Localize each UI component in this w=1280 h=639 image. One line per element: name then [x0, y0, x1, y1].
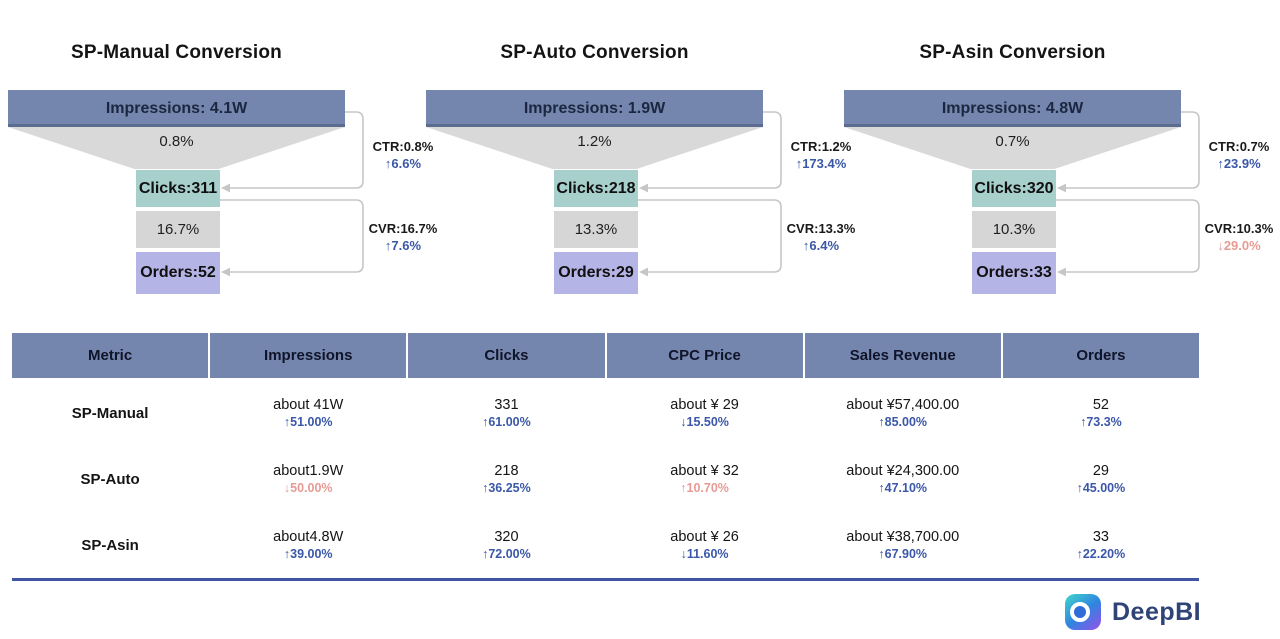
ctr-trapezoid: 0.7%: [844, 127, 1181, 169]
funnel-sp-manual: SP-Manual Conversion Impressions: 4.1W 0…: [8, 40, 437, 310]
row-label: SP-Asin: [81, 536, 139, 554]
cvr-change: ↑7.6%: [384, 238, 422, 253]
cell-cpc-price: about ¥ 29 ↓15.50%: [670, 397, 739, 429]
impressions-bar: Impressions: 4.8W: [844, 90, 1181, 127]
table-header-row: Metric Impressions Clicks CPC Price Sale…: [12, 333, 1199, 378]
ctr-callout: CTR:0.8% ↑6.6%: [360, 138, 446, 172]
cvr-callout: CVR:10.3% ↓29.0%: [1196, 220, 1280, 254]
cvr-change: ↓29.0%: [1217, 238, 1261, 253]
cvr-metric: CVR:16.7%: [368, 221, 438, 236]
cvr-pct-box: 16.7%: [136, 211, 220, 248]
column-header-metric: Metric: [12, 333, 209, 378]
ctr-change: ↑23.9%: [1217, 156, 1261, 171]
row-label: SP-Manual: [71, 404, 149, 422]
table-row-sp-asin: SP-Asin about4.8W ↑39.00% 320 ↑72.00% ab…: [12, 510, 1199, 576]
impressions-bar: Impressions: 1.9W: [426, 90, 763, 127]
cell-clicks: 320 ↑72.00%: [482, 529, 531, 561]
ctr-change: ↑6.6%: [384, 156, 422, 171]
funnel-title: SP-Asin Conversion: [919, 42, 1106, 63]
table-row-sp-auto: SP-Auto about1.9W ↓50.00% 218 ↑36.25% ab…: [12, 444, 1199, 510]
ctr-callout: CTR:1.2% ↑173.4%: [778, 138, 864, 172]
ctr-metric: CTR:0.8%: [372, 139, 434, 154]
ctr-trapezoid: 1.2%: [426, 127, 763, 169]
cvr-callout: CVR:16.7% ↑7.6%: [360, 220, 446, 254]
cell-cpc-price: about ¥ 32 ↑10.70%: [670, 463, 739, 495]
column-header-sales-revenue: Sales Revenue: [804, 333, 1001, 378]
clicks-box: Clicks:218: [554, 170, 638, 207]
table-row-sp-manual: SP-Manual about 41W ↑51.00% 331 ↑61.00% …: [12, 378, 1199, 444]
cell-sales-revenue: about ¥38,700.00 ↑67.90%: [846, 529, 960, 561]
column-header-impressions: Impressions: [210, 333, 407, 378]
cvr-pct-box: 10.3%: [972, 211, 1056, 248]
ctr-metric: CTR:1.2%: [790, 139, 852, 154]
metrics-table: Metric Impressions Clicks CPC Price Sale…: [12, 333, 1199, 581]
cell-sales-revenue: about ¥57,400.00 ↑85.00%: [846, 397, 960, 429]
cell-cpc-price: about ¥ 26 ↓11.60%: [670, 529, 739, 561]
orders-box: Orders:33: [972, 252, 1056, 294]
cell-orders: 33 ↑22.20%: [1076, 529, 1126, 561]
column-header-clicks: Clicks: [408, 333, 605, 378]
cell-impressions: about 41W ↑51.00%: [273, 397, 344, 429]
deepbi-logo-icon: [1065, 594, 1101, 630]
ctr-trapezoid: 0.8%: [8, 127, 345, 169]
cell-clicks: 331 ↑61.00%: [482, 397, 531, 429]
ctr-metric: CTR:0.7%: [1208, 139, 1270, 154]
cell-clicks: 218 ↑36.25%: [482, 463, 531, 495]
ctr-pct-label: 0.7%: [995, 133, 1030, 150]
funnel-title: SP-Auto Conversion: [500, 42, 689, 63]
clicks-box: Clicks:311: [136, 170, 220, 207]
cell-orders: 29 ↑45.00%: [1076, 463, 1126, 495]
column-header-orders: Orders: [1002, 333, 1199, 378]
row-label: SP-Auto: [80, 470, 140, 488]
logo-eye-icon: [1070, 602, 1090, 622]
cvr-metric: CVR:13.3%: [786, 221, 856, 236]
orders-box: Orders:52: [136, 252, 220, 294]
ctr-pct-label: 1.2%: [577, 133, 612, 150]
orders-box: Orders:29: [554, 252, 638, 294]
ctr-change: ↑173.4%: [795, 156, 847, 171]
clicks-box: Clicks:320: [972, 170, 1056, 207]
cell-impressions: about1.9W ↓50.00%: [273, 463, 344, 495]
cvr-metric: CVR:10.3%: [1204, 221, 1274, 236]
cell-sales-revenue: about ¥24,300.00 ↑47.10%: [846, 463, 960, 495]
cell-impressions: about4.8W ↑39.00%: [273, 529, 344, 561]
column-header-cpc-price: CPC Price: [606, 333, 803, 378]
impressions-bar: Impressions: 4.1W: [8, 90, 345, 127]
funnel-title: SP-Manual Conversion: [71, 42, 282, 63]
funnel-sp-auto: SP-Auto Conversion Impressions: 1.9W 1.2…: [426, 40, 855, 310]
ctr-pct-label: 0.8%: [159, 133, 194, 150]
table-bottom-divider: [12, 578, 1199, 581]
cell-orders: 52 ↑73.3%: [1080, 397, 1122, 429]
cvr-pct-box: 13.3%: [554, 211, 638, 248]
ctr-callout: CTR:0.7% ↑23.9%: [1196, 138, 1280, 172]
brand-name: DeepBI: [1112, 597, 1202, 626]
funnel-sp-asin: SP-Asin Conversion Impressions: 4.8W 0.7…: [844, 40, 1273, 310]
cvr-change: ↑6.4%: [802, 238, 840, 253]
cvr-callout: CVR:13.3% ↑6.4%: [778, 220, 864, 254]
brand-footer: DeepBI: [1065, 594, 1201, 630]
